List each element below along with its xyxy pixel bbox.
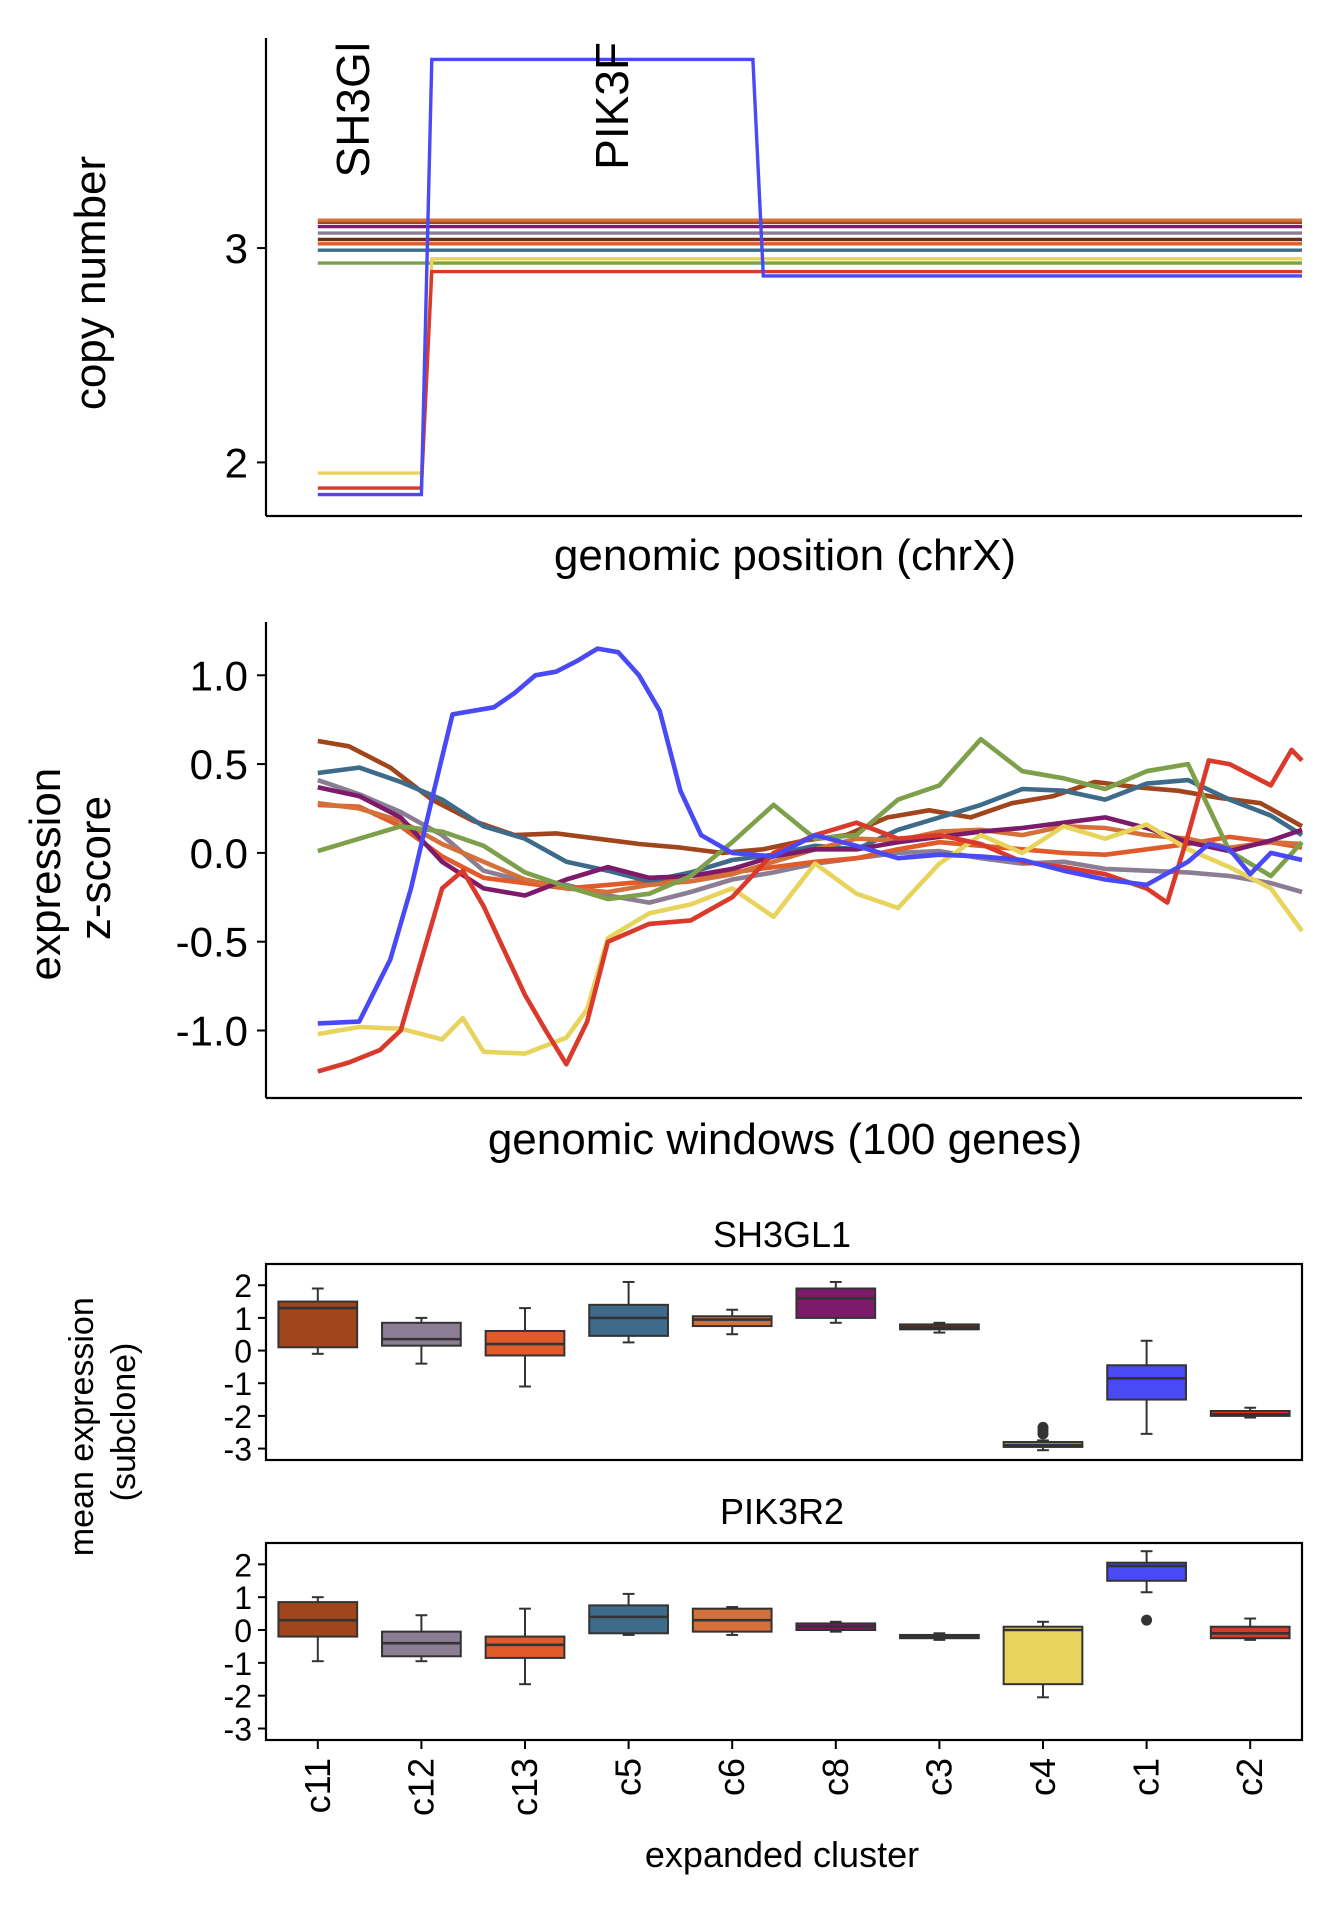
pik3r2-frame [264, 1541, 1304, 1742]
boxplot-y-axis-label-line-2: (subclone) [105, 1343, 143, 1502]
expression-y-tick-label: 0.5 [190, 741, 248, 788]
pik3r2-box-c13 [484, 1607, 566, 1686]
sh3gl1-y-tick-label: 2 [234, 1268, 252, 1304]
sh3gl1-y-tick-label: -3 [224, 1432, 252, 1468]
expression-line-8 [317, 822, 1304, 1056]
pik3r2-y-tick-label: -3 [224, 1712, 252, 1748]
expression-panel: 1.0 0.5 0.0 -0.5 -1.0 genomic windows (100 g… [21, 622, 1304, 1164]
boxplot-y-axis-label: mean expression (subclone) [63, 1288, 143, 1556]
copy-number-series-group [317, 57, 1302, 497]
pik3r2-box-group [277, 1550, 1291, 1699]
pik3r2-box-c3 [899, 1632, 980, 1641]
expression-line-4 [317, 765, 1304, 884]
box-outlier [1037, 1428, 1049, 1440]
pik3r2-box-c11 [277, 1596, 359, 1663]
expression-y-tick-label: 0.0 [190, 830, 248, 877]
expression-series-group [317, 646, 1304, 1074]
pik3r2-box-c5 [588, 1592, 669, 1636]
box-iqr [1106, 1364, 1187, 1401]
pik3r2-box-c6 [691, 1606, 773, 1636]
sh3gl1-y-tick-label: -2 [224, 1399, 252, 1435]
sh3gl1-y-tick-label: 0 [234, 1334, 252, 1370]
gene-label-2: PIK3F [586, 42, 638, 170]
pik3r2-box-c4 [1002, 1620, 1084, 1699]
pik3r2-axes: 210-1-2-3 c11 c12 c13 c5 c6 c8 c3 c4 c1 c2 [224, 1541, 1304, 1816]
expression-x-axis-label: genomic windows (100 genes) [488, 1115, 1082, 1164]
pik3r2-y-tick-label: -1 [224, 1646, 252, 1682]
sh3gl1-box-c13 [484, 1307, 566, 1388]
expression-y-tick-label: -1.0 [176, 1008, 248, 1055]
copy-number-axes: 23 [225, 38, 1302, 518]
expression-y-axis-label: expression z-score [21, 755, 120, 980]
sh3gl1-box-c5 [588, 1280, 669, 1344]
expression-line-10 [317, 646, 1303, 1026]
pik3r2-x-tick-label: c8 [815, 1758, 856, 1796]
expression-y-axis-label-line-1: expression [21, 768, 70, 981]
sh3gl1-box-group [277, 1280, 1291, 1452]
pik3r2-y-tick-label: 2 [234, 1547, 252, 1583]
boxplot-y-axis-label-line-1: mean expression [63, 1297, 101, 1556]
sh3gl1-boxplot-panel: SH3GL1 210-1-2-3 [224, 1214, 1304, 1468]
expression-y-tick-label: 1.0 [190, 652, 248, 699]
pik3r2-x-tick-label: c6 [711, 1758, 752, 1796]
sh3gl1-axes: 210-1-2-3 [224, 1262, 1304, 1468]
sh3gl1-box-c6 [691, 1308, 773, 1336]
pik3r2-box-c12 [381, 1614, 462, 1663]
box-iqr [1002, 1625, 1084, 1686]
pik3r2-x-tick-label: c12 [400, 1758, 441, 1816]
pik3r2-y-tick-label: 0 [234, 1613, 252, 1649]
pik3r2-y-tick-label: -2 [224, 1679, 252, 1715]
pik3r2-boxplot-title: PIK3R2 [720, 1491, 844, 1532]
sh3gl1-box-c8 [795, 1280, 877, 1324]
pik3r2-x-tick-label: c13 [504, 1758, 545, 1816]
copy-number-line-11 [317, 57, 1302, 497]
sh3gl1-y-tick-label: -1 [224, 1366, 252, 1402]
pik3r2-x-tick-label: c3 [918, 1758, 959, 1796]
sh3gl1-box-c2 [1209, 1406, 1291, 1419]
copy-number-y-tick-label: 3 [225, 225, 248, 272]
sh3gl1-box-c4 [1002, 1421, 1084, 1452]
copy-number-panel: SH3Gl PIK3F 23 genomic position (chrX) co… [66, 38, 1302, 580]
box-iqr [484, 1635, 566, 1659]
expression-axes: 1.0 0.5 0.0 -0.5 -1.0 [176, 622, 1302, 1100]
pik3r2-x-tick-label: c2 [1229, 1758, 1270, 1796]
sh3gl1-box-c1 [1106, 1339, 1187, 1435]
sh3gl1-box-c12 [381, 1316, 462, 1365]
pik3r2-box-c8 [795, 1620, 877, 1633]
pik3r2-x-tick-label: c1 [1126, 1758, 1167, 1796]
expression-line-6 [317, 784, 1303, 898]
sh3gl1-box-c11 [277, 1287, 359, 1355]
box-iqr [381, 1321, 462, 1347]
sh3gl1-y-tick-label: 1 [234, 1301, 252, 1337]
boxplot-x-axis-label: expanded cluster [645, 1834, 919, 1875]
box-iqr [588, 1303, 669, 1337]
box-outlier [1141, 1614, 1153, 1626]
sh3gl1-boxplot-title: SH3GL1 [713, 1214, 851, 1255]
gene-label-1: SH3Gl [327, 42, 379, 177]
pik3r2-box-c2 [1209, 1617, 1291, 1641]
box-iqr [691, 1315, 773, 1328]
expression-y-tick-label: -0.5 [176, 919, 248, 966]
pik3r2-box-c1 [1106, 1550, 1187, 1626]
expression-y-axis-label-line-2: z-score [71, 796, 120, 940]
copy-number-y-axis-label: copy number [66, 156, 115, 410]
copy-number-x-axis-label: genomic position (chrX) [554, 531, 1016, 580]
expression-line-7 [317, 736, 1304, 902]
copy-number-line-9 [317, 257, 1302, 475]
box-iqr [795, 1287, 877, 1319]
copy-number-line-10 [317, 269, 1302, 490]
sh3gl1-frame [264, 1262, 1304, 1462]
gene-label-group: SH3Gl PIK3F [327, 42, 638, 177]
pik3r2-y-tick-label: 1 [234, 1580, 252, 1616]
pik3r2-x-tick-label: c4 [1022, 1758, 1063, 1796]
sh3gl1-box-c3 [899, 1321, 980, 1334]
copy-number-y-tick-label: 2 [225, 439, 248, 486]
box-iqr [588, 1604, 669, 1635]
pik3r2-x-tick-label: c5 [608, 1758, 649, 1796]
pik3r2-x-tick-label: c11 [297, 1758, 338, 1813]
